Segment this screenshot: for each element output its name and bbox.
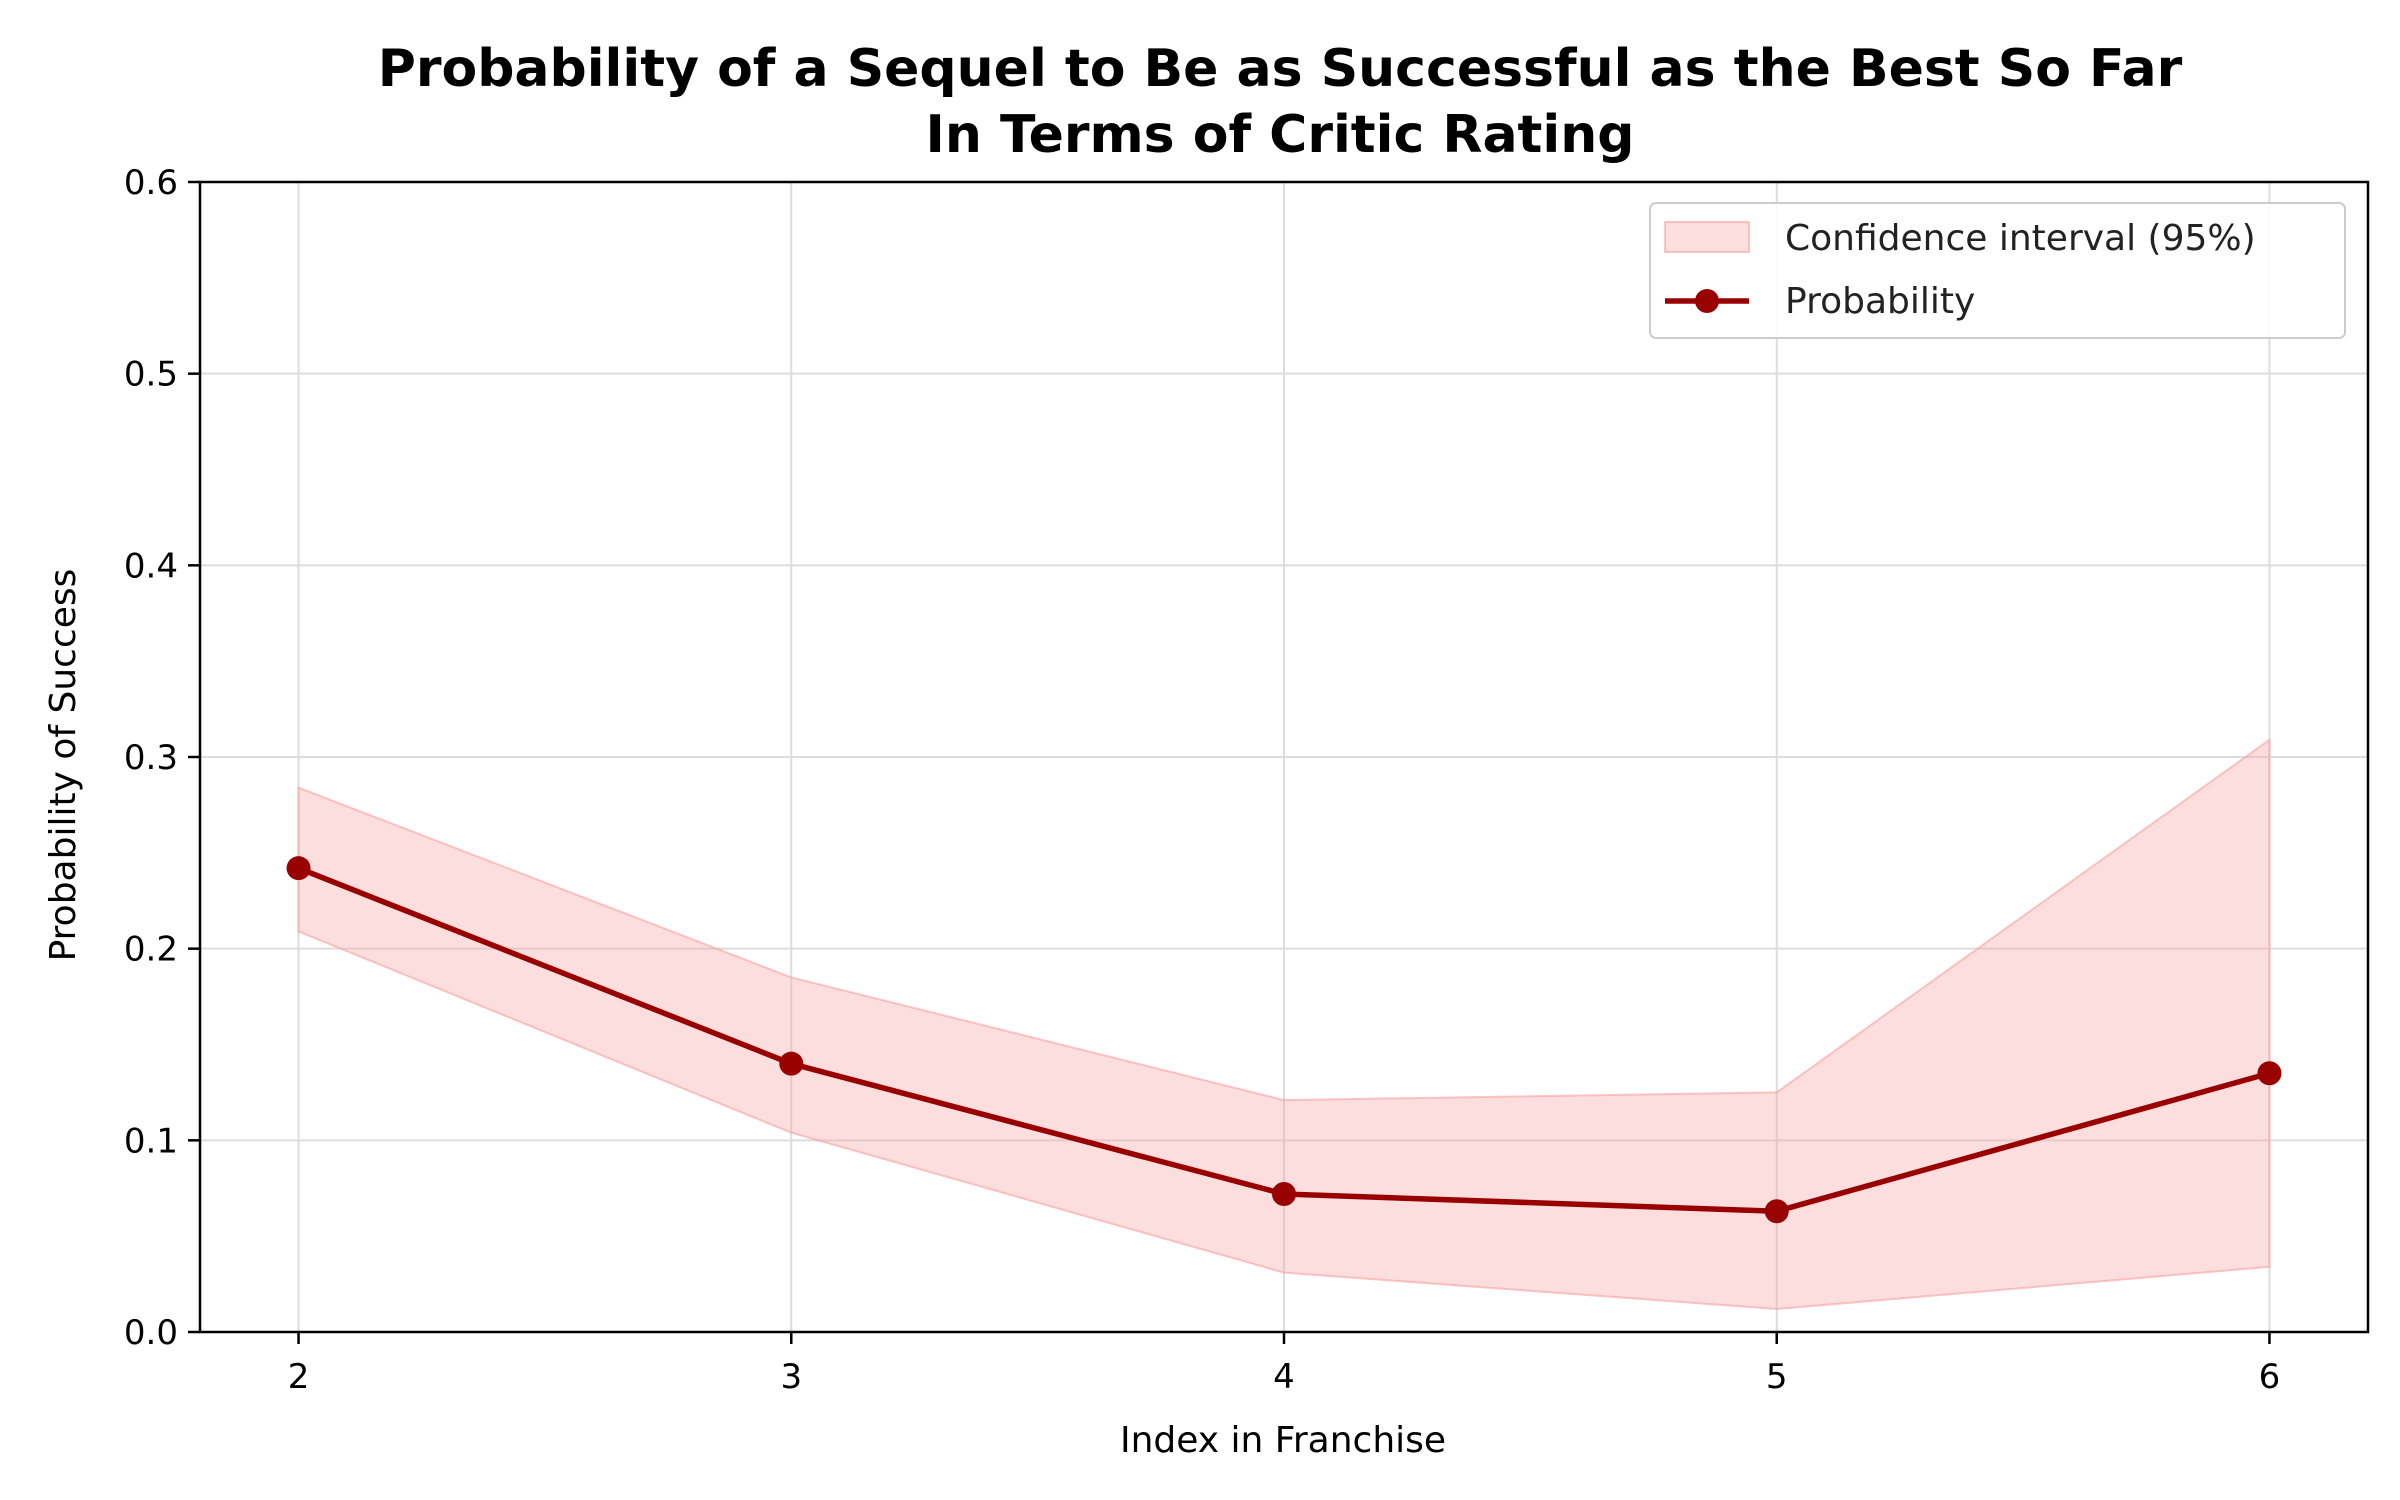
x-axis-ticks: 2 3 4 5 6: [288, 1332, 2281, 1397]
x-tick-label-4: 6: [2259, 1357, 2281, 1397]
x-tick-label-2: 4: [1273, 1357, 1295, 1397]
y-tick-label-1: 0.1: [124, 1121, 178, 1161]
y-tick-label-5: 0.5: [124, 355, 178, 395]
y-axis-ticks: 0.0 0.1 0.2 0.3 0.4 0.5 0.6: [124, 163, 200, 1353]
legend-label-probability: Probability: [1785, 281, 1975, 322]
probability-point-4: [2257, 1061, 2282, 1086]
x-axis-label: Index in Franchise: [1120, 1420, 1446, 1461]
confidence-band-layer: [297, 737, 2271, 1311]
marker-layer: [286, 856, 2282, 1224]
y-tick-label-0: 0.0: [124, 1313, 178, 1353]
confidence-band: [297, 737, 2271, 1311]
chart-title-line-1: Probability of a Sequel to Be as Success…: [378, 39, 2183, 99]
legend-swatch-confidence-interval: [1664, 221, 1750, 253]
y-axis-label: Probability of Success: [43, 569, 84, 962]
probability-point-3: [1764, 1199, 1789, 1224]
legend-label-confidence-interval: Confidence interval (95%): [1785, 218, 2256, 259]
y-tick-label-4: 0.4: [124, 546, 178, 586]
y-tick-label-6: 0.6: [124, 163, 178, 203]
y-tick-label-2: 0.2: [124, 930, 178, 970]
legend: Confidence interval (95%) Probability: [1649, 202, 2346, 339]
probability-point-1: [779, 1051, 804, 1076]
chart-title-line-2: In Terms of Critic Rating: [926, 105, 1635, 165]
legend-box: [1649, 202, 2346, 339]
x-tick-label-3: 5: [1766, 1357, 1788, 1397]
y-tick-label-3: 0.3: [124, 738, 178, 778]
probability-point-0: [286, 856, 311, 881]
legend-swatch-probability-marker: [1695, 289, 1719, 313]
x-tick-label-1: 3: [780, 1357, 802, 1397]
probability-point-2: [1272, 1182, 1296, 1206]
x-tick-label-0: 2: [288, 1357, 310, 1397]
